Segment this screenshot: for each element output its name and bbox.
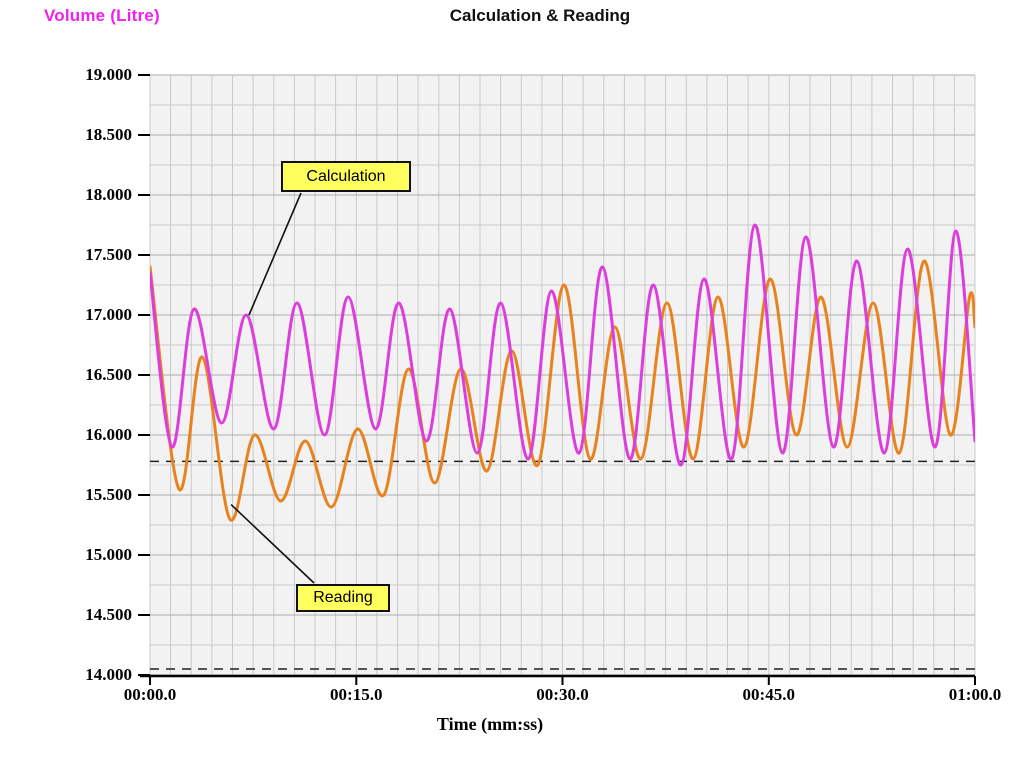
callout-label-calculation: Calculation	[281, 161, 411, 192]
axes-and-ticks	[138, 74, 976, 685]
series-line-reading	[150, 259, 975, 522]
series-lines	[150, 223, 975, 522]
y-tick-label: 15.500	[85, 485, 132, 504]
y-axis-title: Volume (Litre)	[44, 6, 160, 25]
y-tick-label: 16.500	[85, 365, 132, 384]
x-tick-label: 00:45.0	[742, 685, 795, 704]
y-tick-label: 18.000	[85, 185, 132, 204]
x-tick-label: 01:00.0	[948, 685, 1002, 704]
y-tick-label: 14.000	[85, 665, 132, 684]
callout-label-reading: Reading	[296, 584, 390, 612]
y-tick-label: 17.500	[85, 245, 132, 264]
x-axis-title: Time (mm:ss)	[436, 714, 544, 734]
x-tick-label: 00:00.0	[123, 685, 177, 704]
callout-pointer-calculation	[248, 192, 302, 316]
x-tick-label: 00:30.0	[536, 685, 589, 704]
gridlines	[149, 74, 976, 676]
y-tick-label: 16.000	[85, 425, 132, 444]
y-tick-label: 15.000	[85, 545, 132, 564]
y-tick-label: 14.500	[85, 605, 132, 624]
chart-title: Calculation & Reading	[449, 6, 631, 25]
series-line-calculation	[150, 223, 975, 467]
x-tick-label: 00:15.0	[330, 685, 383, 704]
callout-pointer-lines	[230, 192, 315, 584]
y-tick-label: 18.500	[85, 125, 132, 144]
y-tick-label: 17.000	[85, 305, 132, 324]
callout-pointer-reading	[230, 504, 315, 584]
y-tick-label: 19.000	[85, 65, 132, 84]
